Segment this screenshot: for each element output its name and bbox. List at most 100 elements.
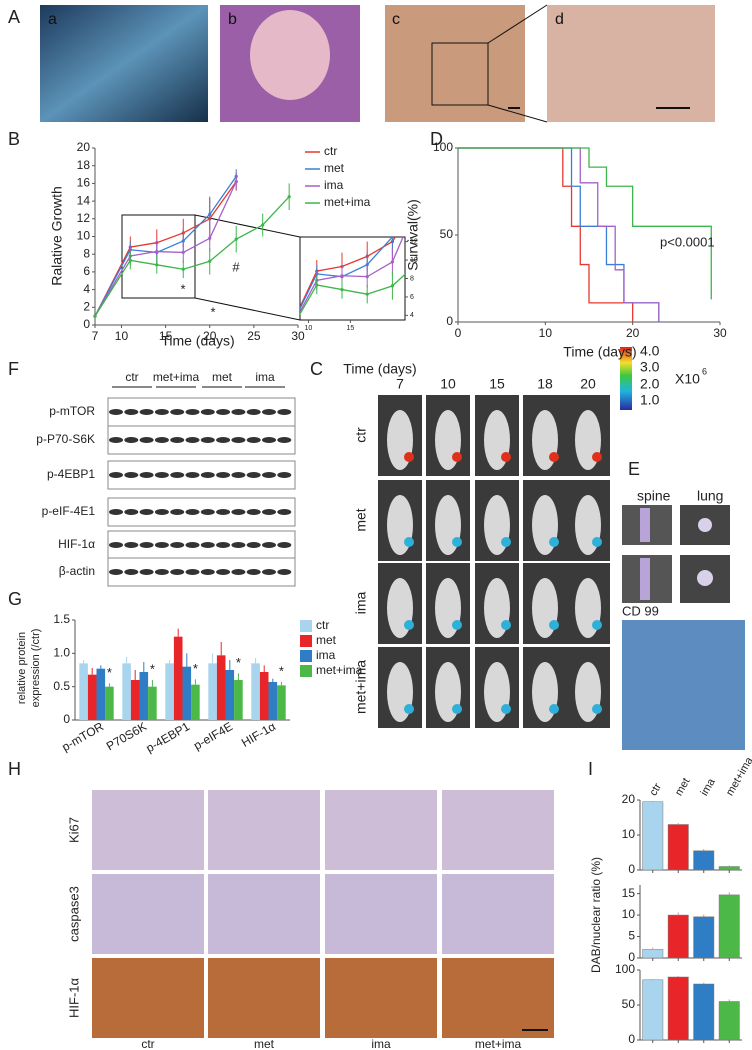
ihc-image	[208, 874, 320, 954]
blot-band	[200, 542, 215, 548]
blot-band	[262, 409, 276, 415]
blot-band	[231, 542, 246, 548]
blot-band	[262, 569, 276, 575]
time-label: Time (days)	[343, 361, 416, 377]
blot-band	[109, 472, 123, 478]
blot-group: met+ima	[153, 370, 200, 384]
y-tick-label: 6	[410, 294, 414, 301]
blot-band	[200, 509, 215, 515]
ihc-image	[208, 958, 320, 1038]
point	[390, 260, 394, 264]
point	[390, 237, 394, 239]
bar	[642, 949, 664, 959]
biolum-signal	[501, 452, 511, 462]
blot-band	[154, 569, 169, 575]
sub-label: d	[555, 11, 564, 28]
blot-band	[124, 437, 139, 443]
zoom-line	[487, 104, 548, 123]
ihc-image	[442, 958, 554, 1038]
bar	[148, 686, 157, 720]
y-tick-label: 8	[410, 275, 414, 282]
blot-band	[200, 437, 215, 443]
blot-band	[124, 569, 139, 575]
legend-label: ima	[324, 178, 344, 192]
row-label: ctr	[353, 427, 369, 443]
panel-letter: C	[310, 359, 323, 379]
y-axis-label: Survival(%)	[405, 199, 421, 271]
bar	[642, 801, 664, 871]
blot-band	[109, 542, 123, 548]
point	[181, 239, 185, 243]
blot-band	[216, 569, 231, 575]
bar	[182, 666, 192, 720]
blot-band	[262, 437, 276, 443]
panel-letter: G	[8, 589, 22, 609]
zoom-line	[487, 4, 548, 44]
blot-band	[154, 409, 169, 415]
x-tick-label: 15	[347, 325, 355, 332]
point	[181, 267, 185, 271]
y-axis-label: expression (/ctr)	[30, 629, 42, 708]
bar	[173, 636, 183, 720]
legend-swatch	[300, 665, 312, 677]
blot-band	[216, 509, 231, 515]
blot-band	[170, 569, 185, 575]
blot-group: ima	[255, 370, 275, 384]
x-tick-label: 25	[247, 329, 261, 343]
blot-row: p-mTOR	[49, 404, 95, 418]
line	[94, 181, 237, 317]
y-tick-label: 2	[83, 299, 90, 313]
point	[365, 292, 369, 296]
point	[208, 259, 212, 263]
x-tick-label: 30	[291, 329, 305, 343]
survival-line	[458, 147, 712, 300]
row-label: met	[353, 508, 369, 531]
point	[282, 341, 285, 344]
colorbar-exp: 6	[702, 366, 707, 376]
blot-band	[139, 569, 154, 575]
blot-band	[246, 542, 261, 548]
bar	[667, 824, 689, 871]
blot-row: p-P70-S6K	[36, 432, 95, 446]
day-label: 20	[580, 376, 596, 392]
biolum-signal	[452, 704, 462, 714]
bar	[96, 668, 106, 720]
ihc-image	[385, 5, 525, 122]
survival-line	[458, 147, 660, 322]
biolum-signal	[549, 704, 559, 714]
blot-band	[216, 409, 231, 415]
blot-band	[246, 409, 261, 415]
bar	[225, 670, 235, 720]
point	[93, 314, 97, 318]
blot-band	[185, 569, 200, 575]
line	[300, 273, 405, 316]
ihc-image	[208, 790, 320, 870]
inset-frame	[299, 236, 406, 321]
spine-signal	[640, 508, 650, 542]
line	[94, 175, 237, 317]
x-tick-label: 20	[203, 329, 217, 343]
x-tick-label: ima	[698, 776, 718, 798]
blot-band	[185, 509, 200, 515]
colorbar-label: 2.0	[640, 376, 660, 392]
blot-band	[277, 437, 292, 443]
y-tick-label: 50	[440, 227, 454, 241]
x-tick-label: met+ima	[724, 754, 752, 798]
day-label: 7	[396, 376, 404, 392]
y-tick-label: 10	[77, 229, 91, 243]
blot-group: met	[212, 370, 233, 384]
blot-band	[139, 409, 154, 415]
legend-label: met	[324, 161, 345, 175]
x-tick-label: 15	[159, 329, 173, 343]
day-label: 18	[537, 376, 553, 392]
biolum-signal	[404, 620, 414, 630]
bar	[693, 983, 715, 1041]
blot-band	[277, 409, 292, 415]
sub-label: a	[48, 11, 57, 28]
line	[300, 237, 394, 310]
point	[155, 249, 159, 254]
blot-band	[109, 437, 123, 443]
line	[94, 196, 290, 317]
point	[441, 246, 444, 249]
